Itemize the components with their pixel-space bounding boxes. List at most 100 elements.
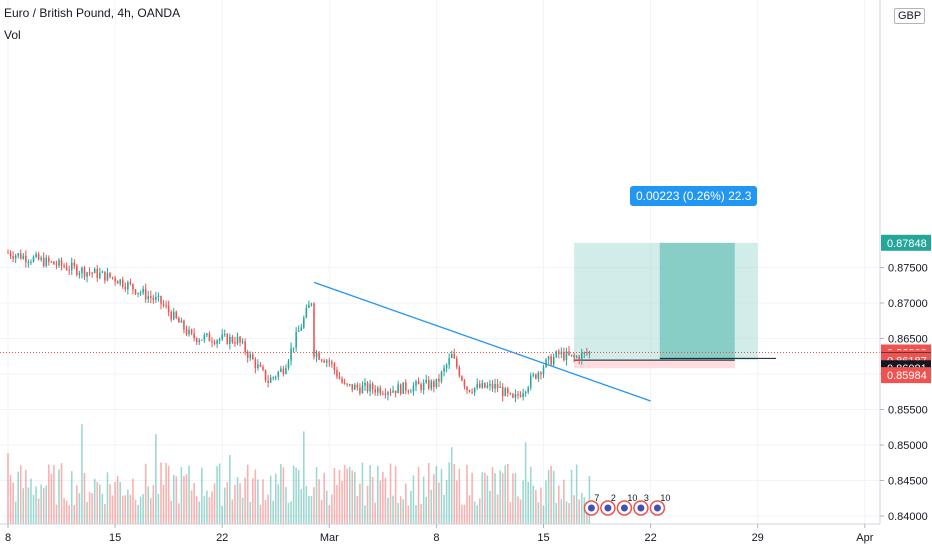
candle[interactable] [456,358,458,368]
candle[interactable] [244,341,246,353]
candle[interactable] [568,351,570,355]
candle[interactable] [178,318,180,323]
candle[interactable] [252,354,254,360]
candle[interactable] [320,359,323,361]
candle[interactable] [195,338,198,343]
candle[interactable] [545,359,547,368]
candle[interactable] [496,384,499,388]
candle[interactable] [348,384,351,386]
candle[interactable] [310,303,313,305]
candle[interactable] [580,353,583,361]
candle[interactable] [234,342,236,344]
candle[interactable] [356,384,359,388]
candle[interactable] [315,352,318,357]
candle[interactable] [111,277,114,279]
candle[interactable] [241,341,244,343]
candle[interactable] [88,272,91,274]
candle[interactable] [420,384,422,391]
candle[interactable] [425,379,427,383]
candle[interactable] [422,382,425,391]
candle[interactable] [586,352,588,354]
candle[interactable] [165,305,167,307]
candle[interactable] [379,387,382,394]
candle[interactable] [359,387,361,394]
candle[interactable] [504,388,507,397]
candle[interactable] [415,381,417,387]
candle[interactable] [142,288,144,293]
candle[interactable] [175,311,178,319]
candle[interactable] [468,390,471,392]
candle[interactable] [440,371,443,382]
candle[interactable] [325,360,328,363]
candle[interactable] [201,339,203,341]
candle[interactable] [527,387,529,392]
candle[interactable] [211,341,213,343]
candle[interactable] [206,333,208,336]
candle[interactable] [331,361,333,364]
candle[interactable] [285,367,287,374]
candle[interactable] [116,281,119,284]
candle[interactable] [565,351,568,361]
candle[interactable] [37,254,40,260]
candle[interactable] [389,392,392,394]
candle[interactable] [537,372,540,379]
candle[interactable] [491,383,494,389]
candle[interactable] [364,382,366,386]
candle[interactable] [40,257,42,260]
candle[interactable] [267,380,269,383]
candle[interactable] [14,255,17,259]
candle[interactable] [484,382,486,388]
candle[interactable] [489,383,491,386]
candle[interactable] [172,311,175,320]
candle[interactable] [119,279,121,284]
candle[interactable] [277,371,280,377]
candle[interactable] [435,378,438,388]
candle[interactable] [583,352,586,354]
candle[interactable] [269,377,272,383]
candle[interactable] [308,304,310,308]
candle[interactable] [540,372,542,375]
candle[interactable] [226,334,229,344]
candle[interactable] [157,296,160,298]
candle[interactable] [338,376,341,379]
candle[interactable] [295,331,297,348]
candle[interactable] [91,272,93,274]
candle[interactable] [463,380,466,387]
candle[interactable] [93,268,96,274]
candle[interactable] [499,386,501,388]
candle[interactable] [137,292,139,294]
candle[interactable] [555,351,558,358]
candle[interactable] [532,374,535,376]
candle[interactable] [509,392,512,394]
candle[interactable] [114,277,116,282]
candle[interactable] [183,320,185,330]
candle[interactable] [402,382,405,394]
candle[interactable] [524,391,527,394]
candle[interactable] [121,279,124,287]
candle[interactable] [384,393,387,395]
candle[interactable] [249,354,252,358]
candle[interactable] [445,364,448,368]
candle[interactable] [35,254,37,257]
candle[interactable] [501,386,504,397]
candle[interactable] [73,262,76,266]
candle[interactable] [433,381,435,388]
candle[interactable] [412,386,415,392]
candle[interactable] [106,272,109,281]
candle[interactable] [303,317,305,328]
candle[interactable] [552,357,555,365]
candle[interactable] [371,383,374,390]
candle[interactable] [392,390,394,393]
candle[interactable] [231,336,234,343]
candle[interactable] [50,261,53,263]
candle[interactable] [68,269,70,271]
candle[interactable] [99,272,101,278]
candle[interactable] [144,288,147,300]
candle[interactable] [588,351,591,354]
candle[interactable] [32,256,35,262]
candle[interactable] [155,296,157,300]
candle[interactable] [257,364,259,369]
candle[interactable] [147,296,150,300]
candle[interactable] [83,267,86,277]
candle[interactable] [262,366,264,370]
